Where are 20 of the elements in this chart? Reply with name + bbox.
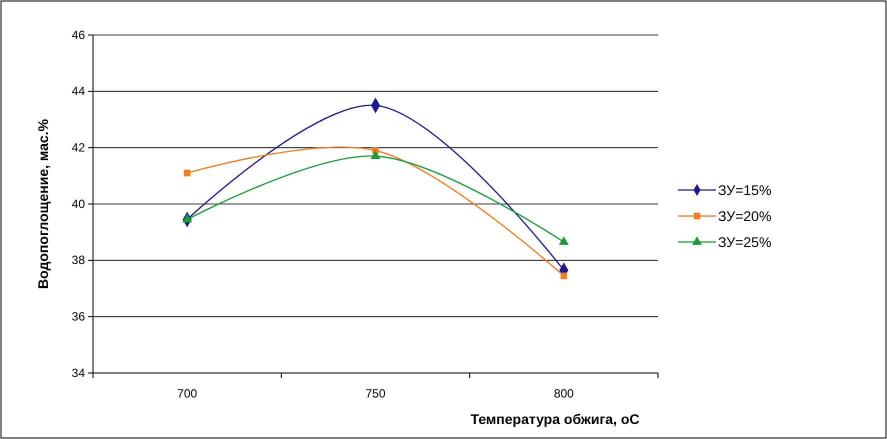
y-tick-label: 34 (72, 366, 86, 380)
point (184, 170, 190, 176)
y-tick-label: 38 (72, 253, 86, 268)
point (558, 236, 569, 245)
y-tick-label: 40 (72, 196, 86, 211)
x-tick-label: 700 (177, 386, 198, 401)
y-tick-label: 36 (72, 310, 86, 324)
x-axis-title: Температура обжига, оС (470, 411, 640, 427)
point (370, 150, 380, 159)
x-tick-label: 800 (554, 386, 574, 401)
point (182, 214, 192, 222)
x-tick-label: 750 (365, 386, 386, 401)
y-tick-label: 44 (72, 84, 86, 98)
legend-label: ЗУ=25% (718, 234, 772, 250)
y-tick-label: 46 (72, 28, 86, 42)
point (560, 272, 568, 280)
y-axis-title: Водопоглощение, мас.% (35, 118, 51, 289)
legend-label: ЗУ=20% (718, 208, 772, 224)
y-tick-label: 42 (72, 140, 86, 155)
legend-label: ЗУ=15% (718, 182, 772, 198)
